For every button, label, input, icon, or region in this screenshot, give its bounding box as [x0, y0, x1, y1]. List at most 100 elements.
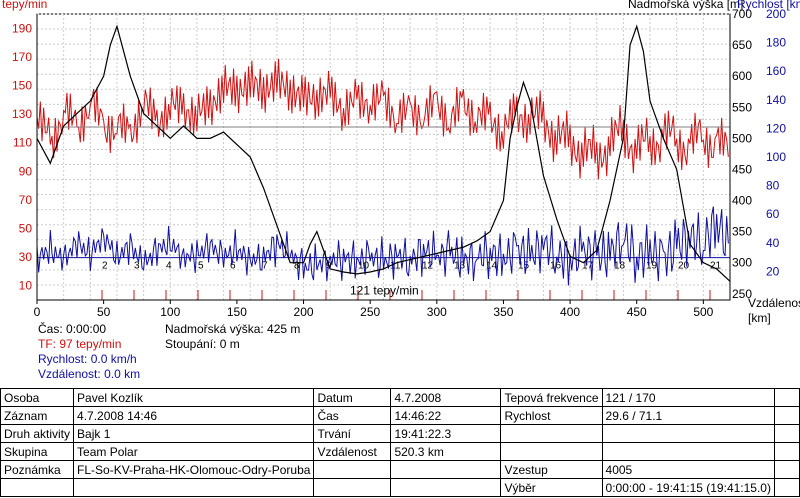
- table-cell: 19:41:22.3: [390, 424, 502, 443]
- table-row: Výběr 0:00:00 - 19:41:15 (19:41:15.0): [0, 478, 800, 497]
- table-cell: Osoba: [0, 388, 75, 407]
- table-row: Osoba Pavel Kozlík Datum 4.7.2008 Tepová fre…: [0, 388, 800, 407]
- table-cell: [773, 478, 800, 497]
- x-tick-label: 500: [693, 305, 713, 319]
- y-tick-speed: 40: [766, 236, 780, 250]
- table-cell: 4.7.2008: [390, 388, 502, 407]
- table-cell: 4.7.2008 14:46: [73, 406, 315, 425]
- x-tick-label: 400: [560, 305, 580, 319]
- y-tick-speed: 120: [766, 121, 786, 135]
- y-tick-heart: 190: [12, 21, 32, 35]
- table-cell: Poznámka: [0, 460, 75, 479]
- table-cell: 0:00:00 - 19:41:15 (19:41:15.0): [601, 478, 775, 497]
- y-tick-speed: 100: [766, 150, 786, 164]
- y-tick-altitude: 650: [732, 38, 752, 52]
- lap-marker: 19: [646, 261, 658, 272]
- table-cell: [313, 478, 392, 497]
- rychlost-readout: Rychlost: 0.0 km/h: [38, 352, 137, 366]
- y-tick-altitude: 700: [732, 7, 752, 21]
- y-tick-heart: 70: [19, 193, 33, 207]
- table-cell: Trvání: [313, 424, 392, 443]
- tf-readout: TF: 97 tepy/min: [38, 337, 122, 351]
- table-cell: [773, 424, 800, 443]
- table-cell: 4005: [601, 460, 775, 479]
- y-tick-speed: 200: [766, 7, 786, 21]
- lap-marker: 20: [678, 261, 690, 272]
- stoupani-readout: Stoupání: 0 m: [165, 337, 240, 351]
- table-cell: FL-So-KV-Praha-HK-Olomouc-Odry-Poruba: [73, 460, 315, 479]
- table-cell: [0, 478, 75, 497]
- lap-marker: 21: [710, 261, 722, 272]
- table-row: Druh aktivity Bajk 1 Trvání 19:41:22.3: [0, 424, 800, 443]
- heart-rate-chart[interactable]: 1901701501301109070503010700650600550500…: [0, 0, 800, 330]
- y-tick-altitude: 550: [732, 100, 752, 114]
- y-axis-label-altitude: Nadmořská výška [m]: [628, 0, 743, 11]
- table-cell: [390, 460, 502, 479]
- summary-table: Osoba Pavel Kozlík Datum 4.7.2008 Tepová fre…: [0, 388, 800, 497]
- lap-marker: 17: [582, 261, 594, 272]
- lap-marker: 2: [102, 261, 108, 272]
- nadm-readout: Nadmořská výška: 425 m: [165, 322, 301, 336]
- y-tick-heart: 170: [12, 50, 32, 64]
- y-tick-heart: 130: [12, 107, 32, 121]
- x-axis-unit: [km]: [748, 311, 771, 325]
- y-tick-speed: 80: [766, 179, 780, 193]
- table-cell: [500, 442, 603, 461]
- table-cell: Rychlost: [500, 406, 603, 425]
- table-cell: [390, 478, 502, 497]
- lap-marker: 3: [134, 261, 140, 272]
- y-tick-heart: 30: [19, 250, 33, 264]
- table-cell: 520.3 km: [390, 442, 502, 461]
- table-cell: Vzdálenost: [313, 442, 392, 461]
- lap-marker: 7: [262, 261, 268, 272]
- lap-marker: 18: [614, 261, 626, 272]
- y-tick-heart: 50: [19, 222, 33, 236]
- y-tick-speed: 60: [766, 207, 780, 221]
- table-cell: Team Polar: [73, 442, 315, 461]
- table-row: Skupina Team Polar Vzdálenost 520.3 km: [0, 442, 800, 461]
- x-tick-label: 100: [160, 305, 180, 319]
- lap-marker: 12: [422, 261, 434, 272]
- table-cell: [773, 460, 800, 479]
- cas-readout: Čas: 0:00:00: [38, 322, 107, 336]
- table-cell: [73, 478, 315, 497]
- table-cell: Pavel Kozlík: [73, 388, 315, 407]
- y-tick-heart: 110: [13, 136, 32, 150]
- table-cell: Záznam: [0, 406, 75, 425]
- table-cell: [601, 442, 775, 461]
- table-cell: Čas: [313, 406, 392, 425]
- table-cell: Druh aktivity: [0, 424, 75, 443]
- x-tick-label: 150: [227, 305, 247, 319]
- y-tick-heart: 150: [12, 79, 32, 93]
- table-row: Poznámka FL-So-KV-Praha-HK-Olomouc-Odry-P…: [0, 460, 800, 479]
- vzdalenost-readout: Vzdálenost: 0.0 km: [38, 367, 141, 381]
- table-cell: [313, 460, 392, 479]
- lap-marker: 14: [486, 261, 498, 272]
- heart-rate-avg-label: 121 tepy/min: [350, 283, 419, 297]
- x-axis-label: Vzdálenost: [748, 296, 800, 310]
- x-tick-label: 350: [493, 305, 513, 319]
- y-tick-altitude: 450: [732, 162, 752, 176]
- speed-series-line: [36, 206, 729, 286]
- y-tick-speed: 140: [766, 93, 786, 107]
- plot-area: [36, 13, 731, 301]
- lap-marker: 15: [518, 261, 530, 272]
- y-tick-speed: 160: [766, 64, 786, 78]
- heart-rate-series-line: [36, 58, 729, 180]
- lap-marker: 5: [198, 261, 204, 272]
- y-tick-speed: 180: [766, 36, 786, 50]
- x-tick-label: 450: [627, 305, 647, 319]
- lap-marker: 4: [166, 261, 172, 272]
- y-tick-heart: 90: [19, 164, 33, 178]
- y-tick-speed: 20: [766, 264, 780, 278]
- x-tick-label: 50: [97, 305, 111, 319]
- lap-marker: 11: [390, 261, 401, 272]
- x-tick-label: 200: [294, 305, 314, 319]
- table-row: Záznam 4.7.2008 14:46 Čas 14:46:22 Rychlost 2…: [0, 406, 800, 425]
- table-cell: [500, 424, 603, 443]
- x-tick-label: 300: [427, 305, 447, 319]
- table-cell: Tepová frekvence: [500, 388, 603, 407]
- lap-marker: 6: [230, 261, 236, 272]
- y-tick-altitude: 250: [732, 287, 752, 301]
- table-cell: [773, 406, 800, 425]
